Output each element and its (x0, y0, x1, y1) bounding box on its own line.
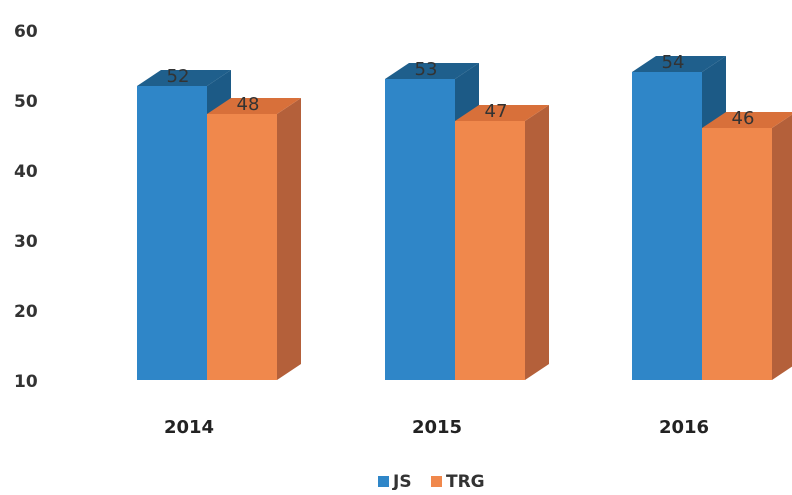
bar-side-trg-2016 (772, 114, 792, 380)
data-label: 46 (732, 108, 755, 129)
bar-trg-2016 (702, 128, 772, 380)
y-tick-label: 50 (14, 92, 38, 112)
y-tick-label: 30 (14, 232, 38, 252)
y-tick-label: 40 (14, 162, 38, 182)
data-label: 52 (167, 66, 190, 87)
legend-swatch-js (378, 476, 389, 487)
data-label: 54 (662, 52, 685, 73)
bar-top-js-2014 (137, 70, 231, 86)
y-tick-label: 60 (14, 22, 38, 42)
bar-top-js-2015 (385, 63, 479, 79)
legend-label-js: JS (392, 472, 412, 490)
bar-top-trg-2016 (702, 112, 792, 128)
legend-label-trg: TRG (446, 472, 485, 490)
bar-top-trg-2014 (207, 98, 301, 114)
data-label: 47 (485, 101, 508, 122)
x-tick-label: 2016 (659, 417, 709, 438)
y-tick-label: 20 (14, 302, 38, 322)
y-tick-label: 10 (14, 372, 38, 392)
bar-top-js-2016 (632, 56, 726, 72)
bar-js-2015 (385, 79, 455, 380)
bar-side-trg-2015 (525, 105, 549, 380)
x-tick-label: 2015 (412, 417, 462, 438)
x-tick-label: 2014 (164, 417, 214, 438)
data-label: 48 (237, 94, 260, 115)
legend-swatch-trg (431, 476, 442, 487)
bar-trg-2015 (455, 121, 525, 380)
bar-js-2016 (632, 72, 702, 380)
bar-top-trg-2015 (455, 105, 549, 121)
bar-trg-2014 (207, 114, 277, 380)
bar-js-2014 (137, 86, 207, 380)
bar-side-trg-2014 (277, 98, 301, 380)
data-label: 53 (415, 59, 438, 80)
